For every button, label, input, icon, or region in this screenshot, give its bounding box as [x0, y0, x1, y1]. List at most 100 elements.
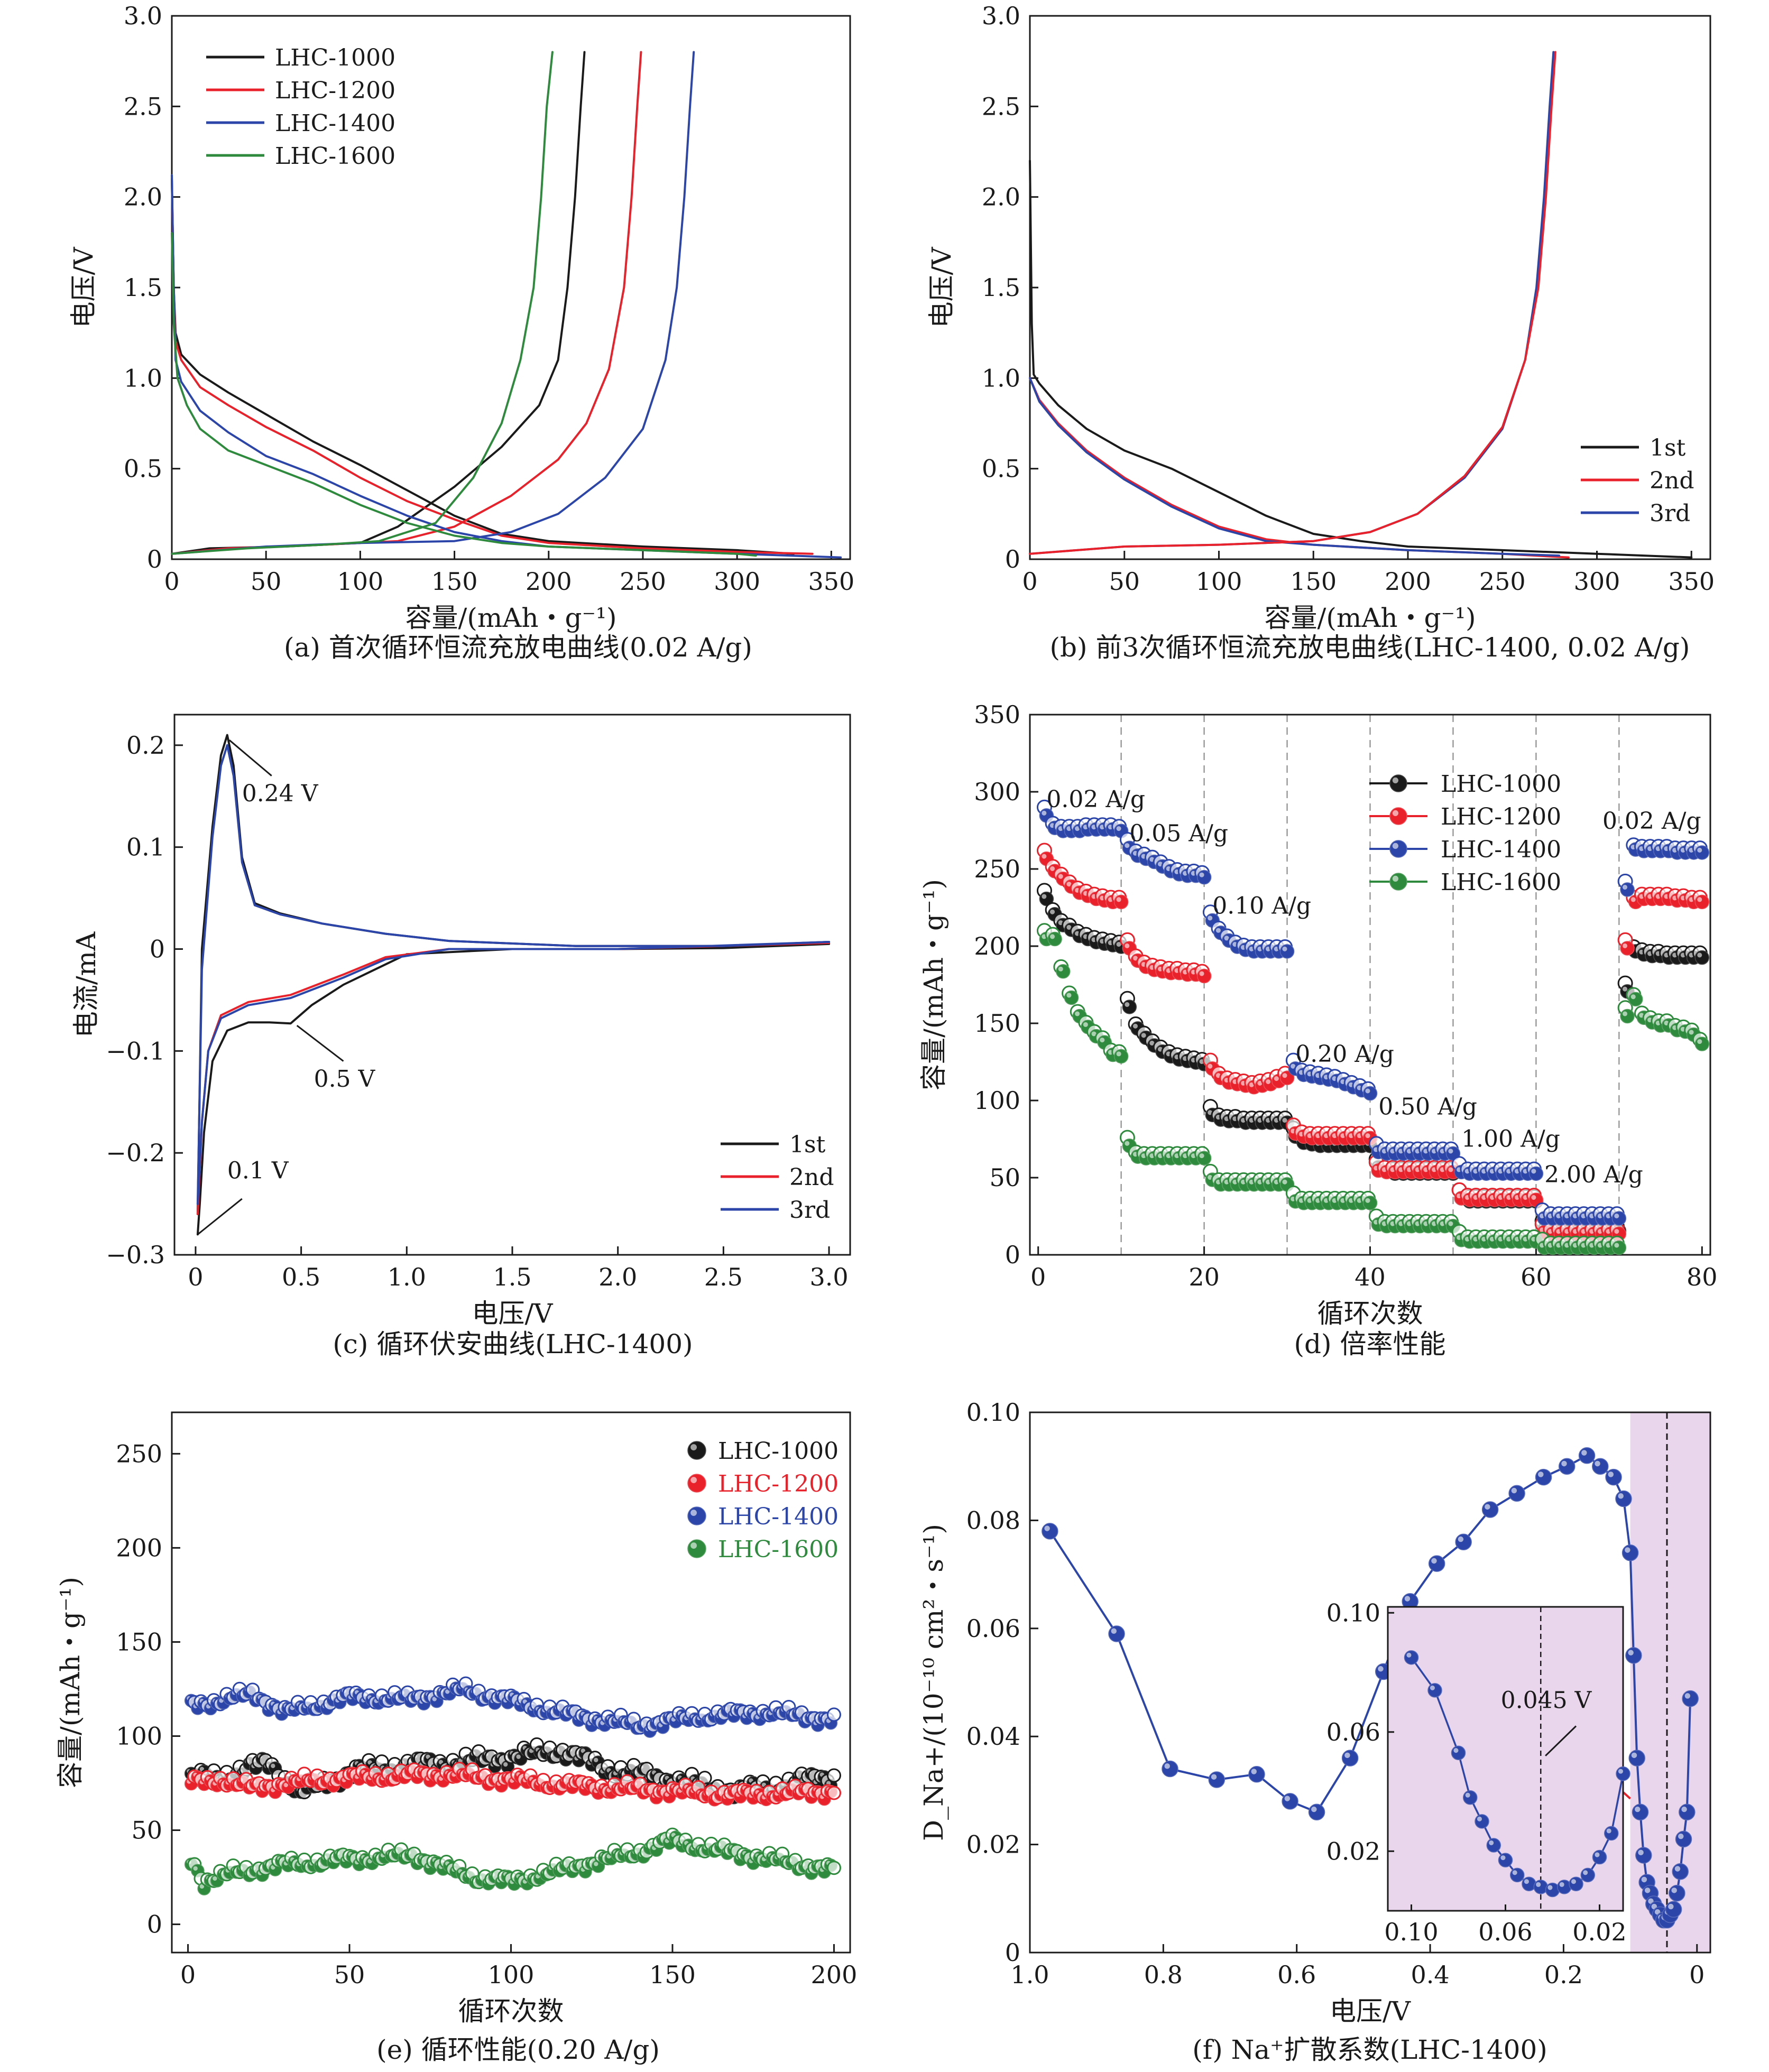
data-point-discharge-shine [503, 1762, 508, 1767]
x-tick-label: 50 [334, 1960, 365, 1989]
panel-caption: (b) 前3次循环恒流充放电曲线(LHC-1400, 0.02 A/g) [1050, 632, 1690, 663]
inset-data-point-shine [1583, 1870, 1588, 1875]
data-point-discharge-shine [1697, 952, 1702, 958]
x-tick-label: 0 [180, 1960, 196, 1989]
data-point [1208, 1771, 1226, 1788]
x-tick-label: 1.0 [388, 1263, 426, 1291]
x-tick-label: 1.0 [1010, 1960, 1049, 1989]
data-point-shine [1644, 1888, 1651, 1893]
rate-label: 0.10 A/g [1212, 893, 1311, 920]
annotation-leader [228, 739, 272, 776]
data-point-discharge-shine [1282, 946, 1287, 951]
data-point-discharge-shine [1622, 1011, 1628, 1016]
y-tick-label: 50 [989, 1163, 1020, 1192]
y-tick-label: 150 [116, 1627, 162, 1656]
data-point-discharge [1196, 1151, 1212, 1166]
data-point-discharge [1196, 968, 1212, 984]
series-line [171, 232, 757, 557]
data-point-shine [1164, 1763, 1170, 1769]
data-point-charge [826, 1707, 841, 1722]
inset-data-point-shine [1489, 1840, 1494, 1845]
y-tick-label: 0.5 [982, 455, 1020, 483]
chart-f: 1.0 0.8 0.6 0.4 0.2 0 0 0.02 0.04 0.06 0.08 0.10 电压/… [918, 1398, 1711, 2065]
inset-data-point-shine [1547, 1885, 1553, 1890]
x-tick-label: 150 [1290, 567, 1337, 596]
data-point [1508, 1485, 1525, 1502]
plot-frame [171, 15, 851, 560]
panel-caption: (d) 倍率性能 [1294, 1329, 1446, 1359]
data-point [1669, 1884, 1685, 1902]
data-point-shine [1044, 1525, 1050, 1531]
x-axis-label: 电压/V [1330, 1996, 1411, 2027]
data-point-discharge-shine [213, 1876, 217, 1881]
data-point-discharge-shine [1215, 928, 1221, 933]
data-point-discharge-shine [1697, 1039, 1702, 1044]
x-tick-label: 50 [251, 567, 282, 596]
legend-label: 1st [789, 1131, 826, 1158]
x-axis-label: 循环次数 [458, 1996, 564, 2027]
y-tick-label: −0.1 [106, 1037, 165, 1065]
data-point-discharge [1528, 1166, 1544, 1181]
y-axis-label: 电压/V [926, 247, 957, 328]
plot-frame [1029, 15, 1711, 560]
chart-e: 0 50 100 150 200 0 50 100 150 200 250 循环次数 容量/(mAh・g… [55, 1411, 857, 2065]
x-tick-label: 100 [1196, 567, 1242, 596]
data-point-charge [826, 1768, 841, 1783]
data-point-discharge-shine [1149, 1040, 1155, 1046]
data-point-discharge-shine [1049, 909, 1055, 914]
data-point-discharge [1694, 894, 1710, 910]
data-point-discharge [1279, 944, 1295, 959]
data-point-shine [1678, 1833, 1684, 1839]
data-point [1341, 1750, 1359, 1766]
data-point-discharge [1628, 992, 1643, 1007]
data-point-discharge-shine [1365, 1198, 1370, 1203]
data-point-discharge-shine [1042, 894, 1047, 899]
data-point-shine [1251, 1769, 1257, 1774]
x-tick-label: 0 [188, 1263, 203, 1291]
panel-caption: (f) Na⁺扩散系数(LHC-1400) [1192, 2034, 1547, 2065]
data-point-discharge-shine [1266, 1079, 1271, 1084]
series-line [171, 178, 795, 555]
data-point-discharge-shine [1689, 1030, 1694, 1035]
legend-marker-shine [1392, 777, 1398, 783]
data-point-discharge-shine [1132, 956, 1138, 961]
legend-marker-shine [1392, 810, 1398, 816]
legend-marker-shine [690, 1477, 697, 1483]
y-tick-label: 0.1 [126, 833, 165, 862]
data-point-shine [1378, 1666, 1384, 1672]
inset-y-tick-label: 0.10 [1326, 1598, 1380, 1627]
data-point-shine [1668, 1903, 1674, 1910]
y-axis-label: 电压/V [68, 247, 99, 328]
y-tick-label: 2.0 [982, 183, 1020, 211]
data-point-shine [1625, 1547, 1630, 1553]
legend-label: LHC-1400 [275, 110, 395, 137]
legend-marker [687, 1474, 706, 1493]
y-axis-label: 电流/mA [71, 931, 102, 1038]
data-point-discharge-shine [1075, 826, 1080, 831]
annotation-leader [296, 1024, 344, 1062]
data-point [1615, 1490, 1632, 1507]
legend-label: 3rd [1650, 500, 1690, 527]
y-tick-label: 0.10 [966, 1398, 1020, 1427]
y-tick-label: 0 [147, 1910, 162, 1939]
y-tick-label: 1.0 [124, 364, 162, 392]
series-line [171, 51, 554, 555]
x-tick-label: 3.0 [809, 1263, 848, 1291]
data-point-discharge [1694, 1037, 1710, 1051]
legend-marker-shine [690, 1542, 697, 1549]
panel-caption: (e) 循环性能(0.20 A/g) [376, 2034, 660, 2065]
x-tick-label: 0 [1689, 1960, 1704, 1989]
data-point-shine [1674, 1866, 1681, 1872]
inset-data-point [1498, 1853, 1513, 1867]
plot-frame [1029, 1411, 1711, 1954]
legend-marker [1389, 873, 1407, 891]
data-point-discharge-shine [1066, 882, 1072, 887]
x-tick-label: 100 [337, 567, 383, 596]
data-point-discharge [1611, 1240, 1627, 1255]
series-line [1029, 51, 1556, 555]
x-tick-label: 0.4 [1411, 1960, 1449, 1989]
rate-label: 0.02 A/g [1602, 808, 1701, 835]
inset-annotation-leader [1545, 1725, 1577, 1756]
data-point-discharge [1620, 941, 1635, 956]
data-point-discharge-shine [1116, 826, 1121, 831]
